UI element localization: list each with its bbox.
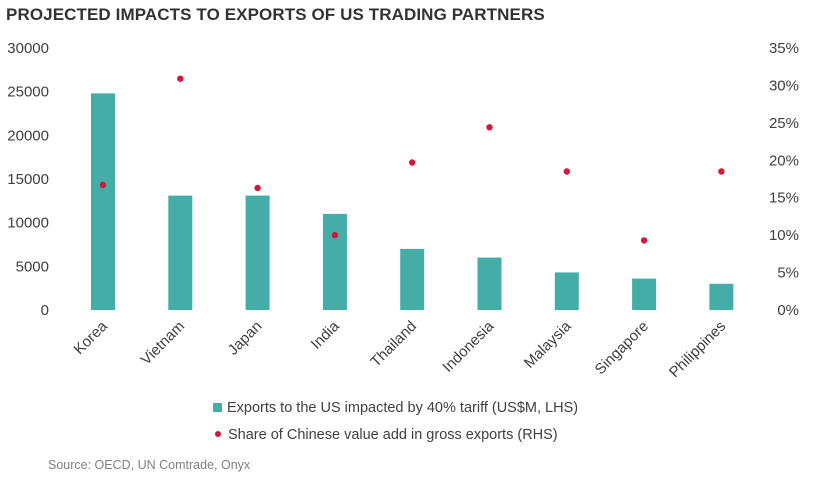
legend-bar-swatch: [213, 403, 222, 412]
dot-japan: [254, 184, 261, 192]
left-tick-label: 10000: [7, 215, 49, 232]
right-tick-label: 30%: [769, 77, 799, 94]
right-tick-label: 0%: [777, 302, 799, 319]
left-tick-label: 15000: [7, 171, 49, 188]
bars-group: [91, 93, 734, 311]
left-tick-label: 0: [41, 302, 49, 319]
right-tick-label: 10%: [769, 227, 799, 244]
legend-item-bars: Exports to the US impacted by 40% tariff…: [213, 400, 578, 416]
bar-india: [322, 213, 347, 310]
dot-malaysia: [563, 168, 570, 175]
chart-plot: 0 5000 10000 15000 20000 25000 30000 0% 5% 10% 15…: [7, 40, 799, 381]
category-axis: Korea Vietnam Japan India Thailand Indonesia M…: [71, 317, 730, 381]
bar-japan: [245, 195, 270, 310]
source-note: Source: OECD, UN Comtrade, Onyx: [48, 458, 251, 472]
left-tick-label: 30000: [7, 40, 49, 57]
category-label-thailand: Thailand: [367, 318, 420, 371]
category-label-singapore: Singapore: [592, 318, 652, 378]
dot-indonesia: [486, 124, 493, 131]
right-tick-label: 25%: [769, 115, 799, 132]
legend-dot-swatch: [215, 431, 221, 437]
bar-philippines: [709, 283, 734, 310]
category-label-vietnam: Vietnam: [137, 318, 188, 369]
category-label-india: India: [308, 317, 343, 352]
left-axis: 0 5000 10000 15000 20000 25000 30000: [7, 40, 49, 319]
legend-bar-label: Exports to the US impacted by 40% tariff…: [227, 400, 579, 416]
bar-malaysia: [554, 272, 579, 310]
dot-thailand: [409, 159, 416, 166]
bar-thailand: [400, 248, 425, 310]
right-axis: 0% 5% 10% 15% 20% 25% 30% 35%: [769, 40, 799, 319]
legend-dot-label: Share of Chinese value add in gross expo…: [228, 427, 558, 443]
chart-title: PROJECTED IMPACTS TO EXPORTS OF US TRADI…: [6, 5, 545, 24]
dot-india: [331, 231, 339, 239]
right-tick-label: 5%: [777, 265, 799, 282]
bar-korea: [91, 93, 115, 311]
dot-philippines: [718, 168, 725, 175]
right-tick-label: 20%: [769, 152, 799, 169]
dot-korea: [99, 181, 107, 189]
legend-item-dots: Share of Chinese value add in gross expo…: [213, 427, 558, 443]
right-tick-label: 35%: [769, 40, 799, 57]
dots-group: [99, 75, 725, 244]
bar-vietnam: [168, 195, 193, 310]
bar-singapore: [632, 278, 657, 310]
category-label-malaysia: Malaysia: [521, 317, 575, 371]
left-tick-label: 25000: [7, 84, 49, 101]
dot-singapore: [640, 237, 648, 244]
left-tick-label: 5000: [16, 258, 49, 275]
bar-indonesia: [477, 257, 502, 310]
dot-vietnam: [177, 75, 184, 82]
left-tick-label: 20000: [7, 127, 49, 144]
category-label-korea: Korea: [71, 317, 112, 358]
category-label-philippines: Philippines: [666, 318, 729, 381]
category-label-japan: Japan: [225, 318, 266, 359]
category-label-indonesia: Indonesia: [439, 317, 497, 375]
right-tick-label: 15%: [769, 190, 799, 207]
